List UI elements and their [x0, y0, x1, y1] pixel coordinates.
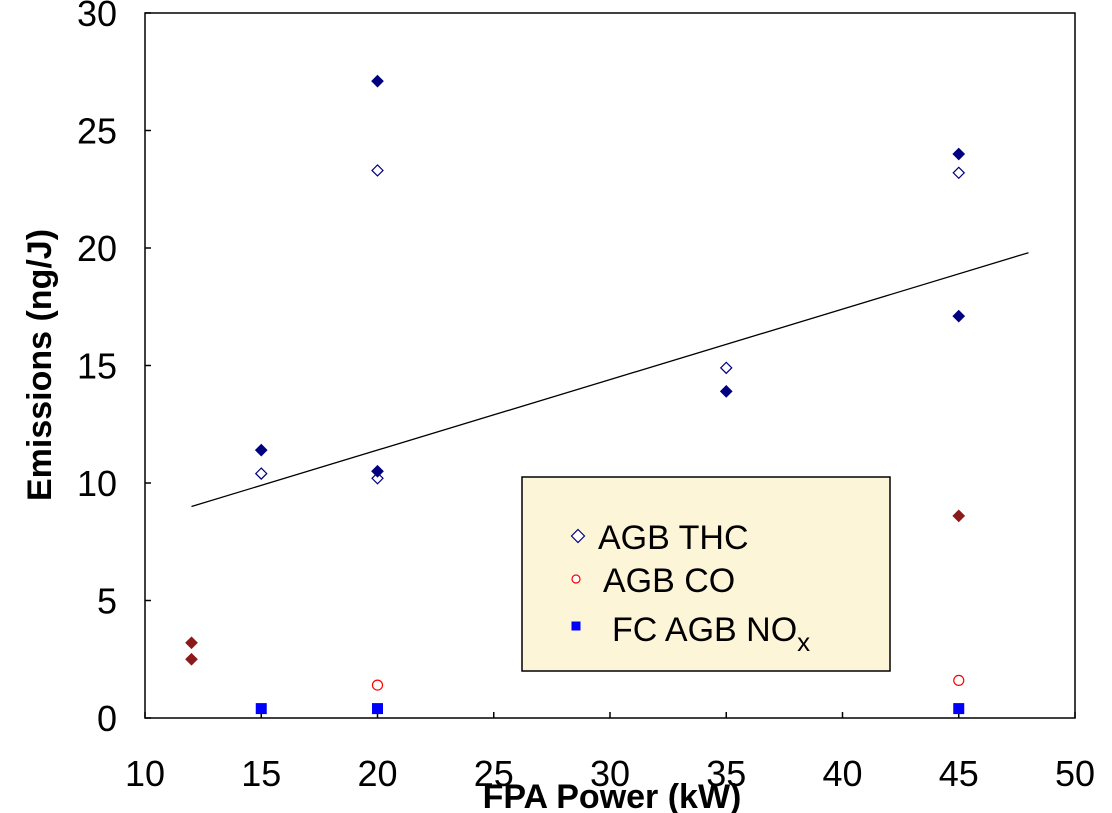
- diamond-point: [185, 652, 198, 666]
- legend-box: [521, 476, 891, 672]
- y-tick-label: 15: [77, 346, 117, 387]
- diamond-point: [952, 509, 966, 523]
- x-tick-label: 25: [474, 753, 514, 794]
- x-axis-title: FPA Power (kW): [483, 778, 742, 813]
- y-tick-label: 0: [97, 698, 117, 739]
- open-diamond-point: [952, 166, 966, 180]
- x-tick-label: 20: [357, 753, 397, 794]
- data-points: [185, 74, 966, 715]
- x-axis-ticks: 10 15 20 25 30 35 40 45 50: [125, 712, 1095, 794]
- y-axis-ticks: 0 5 10 15 20 25 30: [77, 0, 151, 739]
- legend-label-subscript: x: [797, 627, 810, 657]
- open-diamond-point: [254, 467, 268, 480]
- open-diamond-point: [371, 164, 384, 177]
- y-tick-label: 10: [77, 463, 117, 504]
- diamond-point: [371, 74, 384, 88]
- x-tick-label: 10: [125, 753, 165, 794]
- open-circle-point: [571, 574, 581, 584]
- x-tick-label: 35: [706, 753, 746, 794]
- diamond-point: [719, 385, 733, 398]
- x-tick-label: 45: [939, 753, 979, 794]
- square-point: [372, 703, 383, 715]
- open-diamond-point: [570, 528, 586, 544]
- y-tick-label: 20: [77, 228, 117, 269]
- legend-label: AGB CO: [603, 562, 735, 600]
- square-point: [953, 703, 965, 715]
- diamond-point: [185, 636, 198, 650]
- trendline: [191, 252, 1029, 508]
- open-circle-point: [371, 679, 384, 691]
- diamond-point: [254, 443, 268, 457]
- x-tick-label: 30: [590, 753, 630, 794]
- square-point: [255, 703, 267, 715]
- trendline-segment: [191, 252, 1029, 508]
- x-tick-label: 40: [822, 753, 862, 794]
- y-tick-label: 25: [77, 111, 117, 152]
- diamond-point: [952, 147, 966, 161]
- diamond-point: [371, 464, 384, 478]
- open-diamond-point: [719, 361, 733, 375]
- y-tick-label: 30: [77, 0, 117, 34]
- y-tick-label: 5: [97, 581, 117, 622]
- legend-label: AGB THC: [598, 519, 749, 557]
- y-axis-title: Emissions (ng/J): [21, 229, 59, 501]
- open-circle-point: [953, 674, 965, 687]
- open-diamond-point: [371, 471, 384, 485]
- x-tick-label: 50: [1055, 753, 1095, 794]
- diamond-point: [952, 309, 966, 323]
- x-tick-label: 15: [241, 753, 281, 794]
- square-point: [571, 621, 581, 631]
